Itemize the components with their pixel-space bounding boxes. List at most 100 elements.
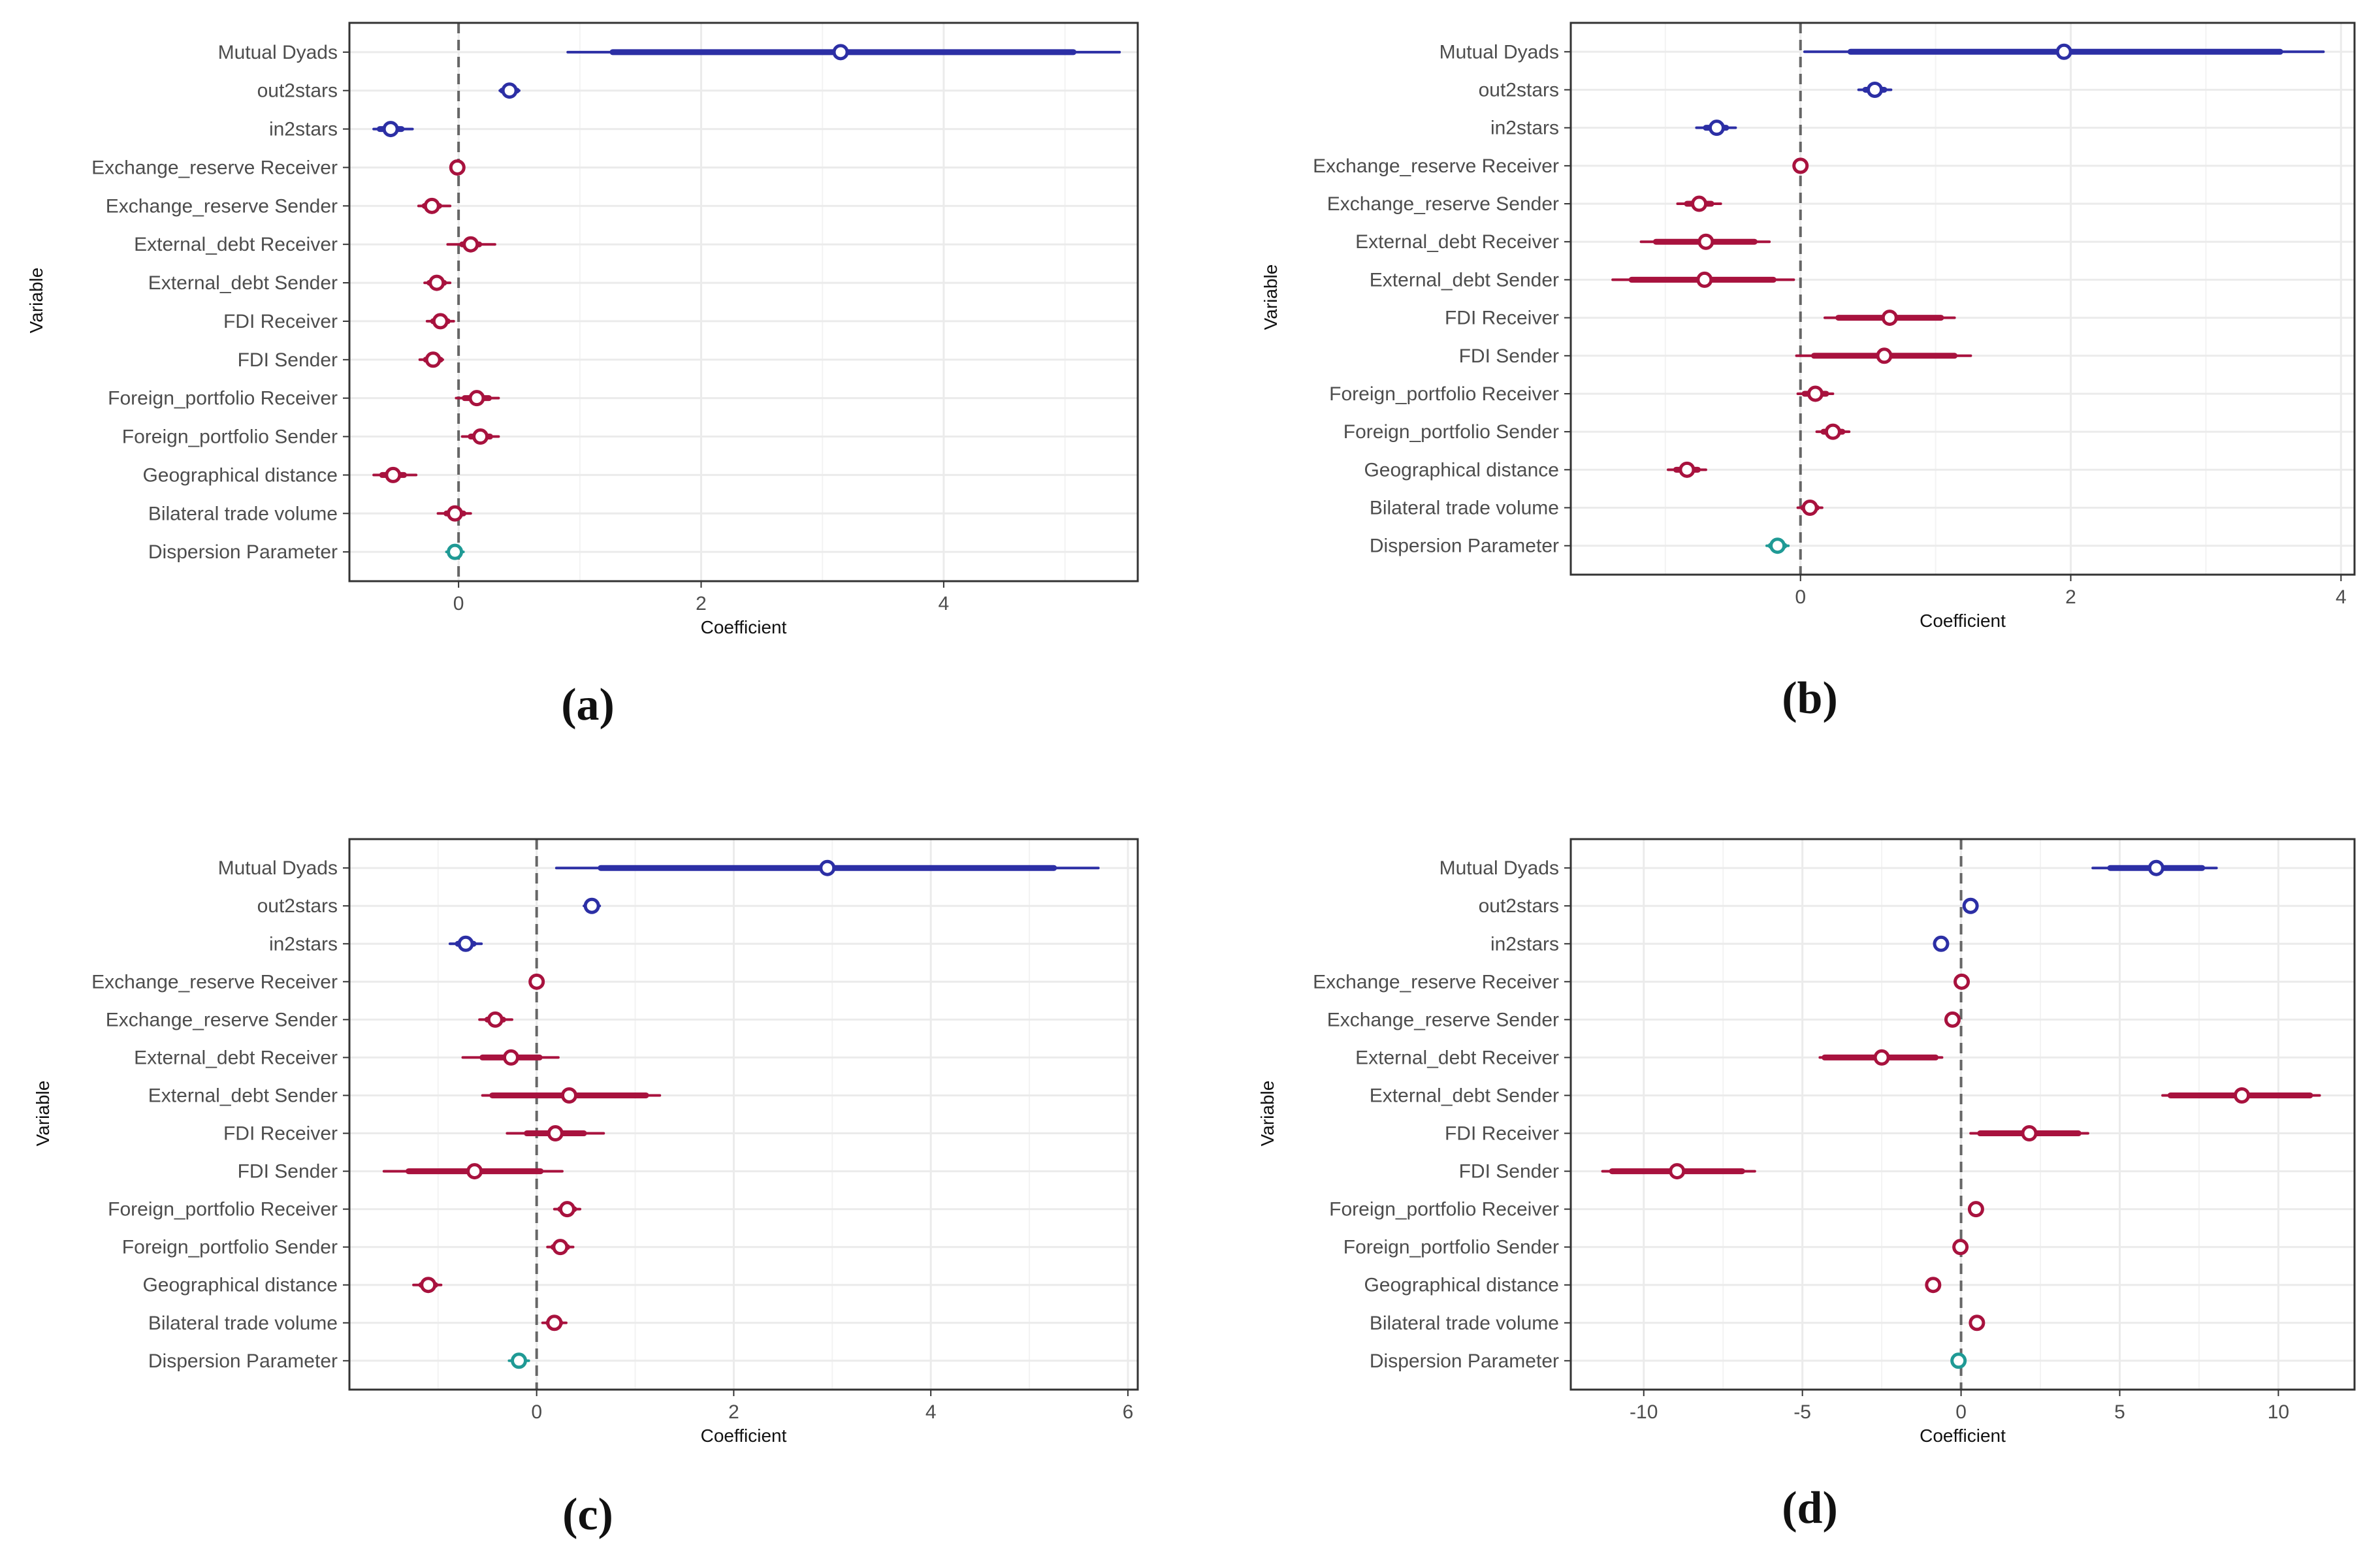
point-estimate-10 [472,428,489,445]
point-estimate-0 [2147,859,2164,876]
ytick-label-1: out2stars [1479,895,1559,917]
ytick-label-6: External_debt Sender [1370,269,1559,291]
point-estimate-3 [1792,157,1809,174]
ytick-label-7: FDI Receiver [223,311,338,332]
xtick-label: 0 [531,1401,542,1423]
point-estimate-9 [1967,1201,1984,1218]
ytick-label-11: Geographical distance [142,1275,338,1296]
x-axis-title: Coefficient [701,617,787,637]
y-axis-title: Variable [1257,1081,1278,1147]
xtick-label: -10 [1630,1401,1658,1423]
point-estimate-12 [1801,500,1818,517]
ytick-label-1: out2stars [1479,79,1559,101]
y-axis-title: Variable [33,1081,53,1147]
ytick-label-10: Foreign_portfolio Sender [122,1237,338,1258]
ytick-label-1: out2stars [257,80,338,102]
ytick-label-13: Dispersion Parameter [1370,1350,1559,1372]
x-axis-title: Coefficient [1920,611,2006,631]
panel-border [1569,838,2356,1391]
point-estimate-8 [425,351,442,368]
chart-panel-a: Mutual Dyads out2stars in2stars Exchange_re… [26,22,1139,637]
xtick-label: 0 [1795,586,1806,608]
point-estimate-9 [1807,385,1824,402]
panel-label-d: (d) [1782,1483,1838,1533]
point-estimate-12 [546,1315,563,1331]
ytick-label-12: Bilateral trade volume [1370,1313,1559,1334]
point-estimate-5 [1697,233,1714,250]
ytick-label-10: Foreign_portfolio Sender [1343,421,1559,443]
point-estimate-11 [420,1277,437,1294]
y-axis-title: Variable [26,268,46,334]
ytick-label-3: Exchange_reserve Receiver [1313,155,1559,177]
ytick-label-9: Foreign_portfolio Receiver [108,1199,338,1220]
point-estimate-5 [462,236,479,253]
point-estimate-2 [1708,120,1725,136]
xtick-label: 4 [925,1401,937,1423]
ytick-label-12: Bilateral trade volume [148,1313,338,1334]
point-estimate-4 [1944,1011,1961,1028]
point-estimate-13 [447,543,464,560]
point-estimate-9 [468,390,485,407]
ytick-label-3: Exchange_reserve Receiver [91,971,338,993]
ytick-label-8: FDI Sender [238,1161,338,1183]
ytick-label-4: Exchange_reserve Sender [1327,1009,1559,1030]
panel-label-c: (c) [562,1490,613,1540]
point-estimate-2 [1933,935,1950,952]
ytick-label-5: External_debt Receiver [1355,1047,1559,1068]
ytick-label-7: FDI Receiver [1445,1123,1559,1145]
panel-label-a: (a) [561,680,615,730]
point-estimate-5 [1873,1049,1890,1066]
chart-panel-c: Mutual Dyads out2stars in2stars Exchange_re… [33,838,1139,1446]
point-estimate-2 [382,121,399,138]
ytick-label-4: Exchange_reserve Sender [106,195,338,217]
xtick-label: 4 [939,593,950,614]
point-estimate-0 [819,859,836,876]
point-estimate-6 [428,274,445,291]
point-estimate-1 [583,897,600,914]
chart-panel-d: Mutual Dyads out2stars in2stars Exchange_re… [1257,838,2356,1446]
ytick-label-9: Foreign_portfolio Receiver [1329,1199,1559,1220]
ytick-label-5: External_debt Receiver [134,234,338,255]
point-estimate-4 [487,1011,504,1028]
point-estimate-5 [502,1049,519,1066]
ytick-label-13: Dispersion Parameter [148,541,338,563]
point-estimate-11 [1925,1277,1942,1294]
point-estimate-3 [1954,973,1970,990]
point-estimate-7 [2021,1125,2038,1142]
ytick-label-4: Exchange_reserve Sender [106,1009,338,1030]
ytick-label-2: in2stars [269,933,338,955]
ytick-label-6: External_debt Sender [148,1085,338,1106]
xtick-label: 2 [2065,586,2076,608]
point-estimate-12 [1969,1315,1986,1331]
ytick-label-0: Mutual Dyads [218,42,338,63]
ytick-label-13: Dispersion Parameter [1370,535,1559,557]
point-estimate-6 [2234,1087,2251,1104]
panel-label-b: (b) [1782,673,1838,724]
panel-border [348,22,1139,582]
xtick-label: 10 [2268,1401,2289,1423]
point-estimate-7 [1881,310,1898,327]
xtick-label: 2 [728,1401,739,1423]
ytick-label-10: Foreign_portfolio Sender [122,426,338,448]
ytick-label-7: FDI Receiver [1445,308,1559,329]
point-estimate-8 [1669,1163,1686,1180]
ytick-label-5: External_debt Receiver [134,1047,338,1068]
ytick-label-7: FDI Receiver [223,1123,338,1145]
point-estimate-4 [423,197,440,214]
ytick-label-0: Mutual Dyads [1439,857,1559,879]
y-axis-title: Variable [1261,264,1281,330]
point-estimate-7 [547,1125,564,1142]
ytick-label-3: Exchange_reserve Receiver [91,157,338,178]
point-estimate-8 [1876,347,1893,364]
point-estimate-11 [385,466,402,483]
point-estimate-0 [832,44,849,61]
ytick-label-6: External_debt Sender [1370,1085,1559,1106]
x-axis-title: Coefficient [701,1426,787,1446]
ytick-label-4: Exchange_reserve Sender [1327,193,1559,215]
ytick-label-2: in2stars [1490,933,1559,955]
point-estimate-8 [466,1163,483,1180]
xtick-label: 0 [1955,1401,1967,1423]
ytick-label-6: External_debt Sender [148,272,338,294]
point-estimate-0 [2055,43,2072,60]
